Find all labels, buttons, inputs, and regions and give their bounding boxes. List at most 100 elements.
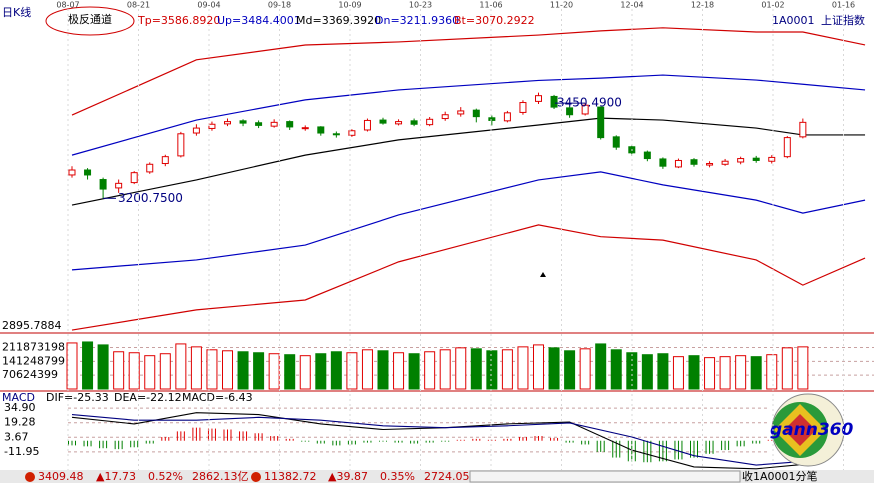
candle-body <box>799 121 807 138</box>
scroll-track <box>469 470 741 483</box>
candle-body <box>146 163 154 173</box>
date-label: 01-16 <box>832 1 855 10</box>
volume-bar <box>781 347 793 390</box>
candle-body <box>286 121 294 128</box>
status-icon <box>25 472 35 482</box>
candle-body <box>659 158 667 167</box>
volume-bar <box>533 344 544 390</box>
candle-body <box>410 120 418 125</box>
candle-body <box>130 172 138 184</box>
logo-diamond <box>784 414 816 446</box>
volume-bar <box>672 356 684 390</box>
indicator-name: 极反通道 <box>68 12 112 26</box>
band-line <box>71 117 866 206</box>
volume-bar <box>82 341 94 390</box>
volume-bar <box>377 350 389 390</box>
legend-item: MACD=-6.43 <box>182 391 253 404</box>
volume-bar <box>797 346 809 390</box>
candle-body <box>208 123 216 129</box>
candle-body <box>84 169 92 176</box>
candle-body <box>379 119 387 124</box>
ticker: 收1A0001分笔 <box>742 469 818 483</box>
status-value: 3409.48 <box>38 470 84 483</box>
param: Up=3484.4001 <box>217 14 301 27</box>
volume-bar <box>175 343 187 390</box>
date-label: 01-02 <box>761 1 784 10</box>
volume-bar <box>424 351 436 390</box>
candle-body <box>239 120 247 124</box>
candle-body <box>255 122 263 126</box>
candle-body <box>441 114 449 120</box>
volume-bar <box>735 355 747 390</box>
y-tick-label: 34.90 <box>4 401 36 414</box>
volume-bar <box>766 354 778 390</box>
candle-body <box>224 121 231 125</box>
candle-body <box>519 102 527 113</box>
candle-body <box>426 118 434 126</box>
band-line <box>71 27 866 116</box>
candle-body <box>192 127 200 134</box>
volume-bar <box>408 353 420 390</box>
volume-bar <box>97 344 109 390</box>
cursor-marker <box>540 272 546 277</box>
status-value: 11382.72 <box>264 470 317 483</box>
candle-body <box>395 121 403 125</box>
candle-body <box>488 117 496 121</box>
candle-body <box>363 119 371 131</box>
candle-body <box>721 160 729 165</box>
volume-bar <box>595 343 607 390</box>
param: Tp=3586.8920 <box>137 14 220 27</box>
legend-item: DIF=-25.33 <box>46 391 109 404</box>
volume-bar <box>501 349 513 390</box>
status-icon <box>251 472 261 482</box>
candle-body <box>706 163 714 166</box>
price-annotation: 3450.4900 <box>557 96 622 110</box>
legend-item: DEA=-22.12 <box>114 391 182 404</box>
volume-bar <box>564 350 576 390</box>
volume-bar <box>548 347 560 390</box>
volume-bar <box>393 352 405 390</box>
volume-bar <box>190 346 202 390</box>
candle-body <box>317 126 325 134</box>
candle-body <box>332 133 340 136</box>
date-label: 08-21 <box>127 1 150 10</box>
macd-line <box>71 414 803 466</box>
candle-body <box>550 95 558 108</box>
candle-body <box>472 109 480 118</box>
volume-bar <box>455 347 467 390</box>
volume-bar <box>346 352 358 390</box>
volume-bar <box>253 352 265 390</box>
status-value: ▲39.87 <box>328 470 368 483</box>
volume-bar <box>361 349 373 390</box>
date-label: 12-04 <box>620 1 643 10</box>
candle-body <box>783 137 791 158</box>
volume-bar <box>222 350 233 390</box>
date-label: 12-18 <box>691 1 714 10</box>
y-tick-label: 211873198 <box>2 340 65 353</box>
date-label: 11-06 <box>479 1 502 10</box>
candle-body <box>270 121 278 127</box>
indicator-highlight <box>45 6 135 36</box>
volume-bar <box>470 348 482 390</box>
volume-bar <box>704 357 716 390</box>
y-tick-label: 3.67 <box>4 430 29 443</box>
volume-bar <box>517 346 529 390</box>
volume-bar <box>299 355 311 390</box>
volume-bar <box>144 355 156 390</box>
status-value: 0.52% <box>148 470 183 483</box>
status-value: ▲17.73 <box>96 470 136 483</box>
status-value: 2724.05亿 <box>424 470 481 483</box>
candle-body <box>161 156 169 165</box>
volume-bar <box>128 352 140 390</box>
candle-body <box>348 130 356 136</box>
param: Md=3369.3920 <box>296 14 381 27</box>
volume-bar <box>284 354 296 390</box>
volume-bar <box>610 349 622 390</box>
band-line <box>71 74 866 156</box>
date-label: 09-04 <box>197 1 220 10</box>
y-tick-label: 141248799 <box>2 354 65 367</box>
y-tick-label: 70624399 <box>2 368 58 381</box>
candle-body <box>768 156 776 162</box>
date-label: 10-09 <box>338 1 361 10</box>
